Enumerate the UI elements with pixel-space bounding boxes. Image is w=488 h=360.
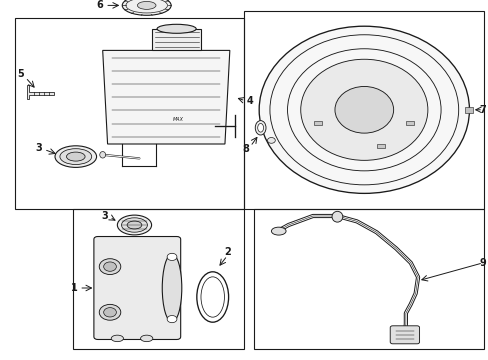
Text: 2: 2	[224, 247, 230, 257]
Circle shape	[103, 262, 116, 271]
Text: 3: 3	[36, 143, 42, 153]
Ellipse shape	[121, 218, 147, 232]
Bar	[254, 209, 483, 349]
Circle shape	[167, 315, 177, 323]
Bar	[152, 29, 201, 50]
Circle shape	[99, 259, 121, 275]
Ellipse shape	[257, 123, 263, 132]
Ellipse shape	[117, 215, 151, 235]
Text: 4: 4	[246, 96, 253, 106]
Circle shape	[267, 138, 275, 143]
Ellipse shape	[157, 24, 196, 33]
Bar	[244, 11, 483, 209]
Ellipse shape	[334, 86, 393, 133]
Polygon shape	[102, 50, 229, 144]
Ellipse shape	[137, 1, 156, 9]
Bar	[406, 121, 413, 125]
Text: 7: 7	[479, 105, 486, 115]
Bar	[314, 121, 322, 125]
Text: 3: 3	[102, 211, 108, 221]
Ellipse shape	[66, 152, 85, 161]
Ellipse shape	[60, 149, 92, 165]
Ellipse shape	[55, 146, 96, 167]
Polygon shape	[27, 85, 54, 99]
Circle shape	[99, 304, 121, 320]
Ellipse shape	[127, 221, 142, 229]
Bar	[464, 107, 472, 113]
Ellipse shape	[300, 59, 427, 160]
Text: 5: 5	[18, 69, 24, 79]
Ellipse shape	[271, 227, 285, 235]
Bar	[73, 209, 244, 349]
Ellipse shape	[111, 335, 123, 342]
Text: 9: 9	[479, 258, 486, 268]
Text: 6: 6	[96, 0, 102, 10]
Text: MAX: MAX	[172, 117, 183, 122]
Bar	[15, 18, 244, 209]
Ellipse shape	[162, 254, 182, 322]
Ellipse shape	[141, 335, 153, 342]
Text: 1: 1	[70, 283, 77, 293]
FancyBboxPatch shape	[389, 326, 419, 344]
Ellipse shape	[255, 121, 265, 135]
Bar	[376, 144, 384, 148]
Circle shape	[103, 307, 116, 317]
Circle shape	[167, 253, 177, 261]
Ellipse shape	[259, 26, 468, 193]
Ellipse shape	[122, 0, 171, 15]
Ellipse shape	[331, 211, 342, 222]
Ellipse shape	[100, 152, 105, 158]
Text: 8: 8	[242, 144, 249, 154]
FancyBboxPatch shape	[94, 237, 181, 339]
